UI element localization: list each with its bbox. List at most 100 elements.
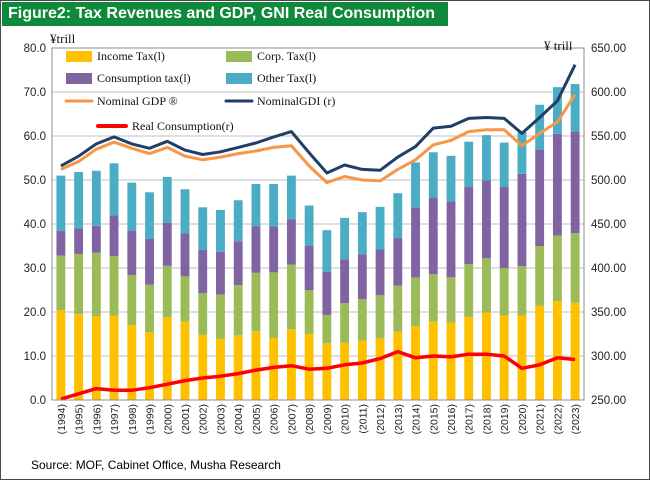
bar-other-tax-l-2008 xyxy=(304,205,314,246)
bar-income-tax-l-2021 xyxy=(535,305,545,400)
x-tick-label: (2004) xyxy=(233,404,245,434)
x-tick-label: (2010) xyxy=(340,404,352,434)
bar-corp-tax-l-2012 xyxy=(375,295,385,339)
bar-other-tax-l-2005 xyxy=(251,183,261,227)
legend-label-income-tax-l: Income Tax(l) xyxy=(97,49,165,63)
bar-other-tax-l-2003 xyxy=(216,209,225,252)
x-tick-label: (2007) xyxy=(286,404,298,434)
x-tick-label: (1996) xyxy=(91,404,103,434)
x-tick-label: (2022) xyxy=(552,404,564,434)
bar-corp-tax-l-2004 xyxy=(233,285,243,336)
bar-consumption-tax-l-2011 xyxy=(357,254,367,300)
bar-other-tax-l-2009 xyxy=(322,230,332,272)
legend-label-nominalgdi-r: NominalGDI (r) xyxy=(257,94,335,108)
y-left-tick-label: 30.0 xyxy=(24,263,46,275)
bar-other-tax-l-2006 xyxy=(269,183,279,227)
x-tick-label: (2011) xyxy=(357,404,369,434)
bar-consumption-tax-l-2013 xyxy=(393,238,403,286)
x-tick-label: (2013) xyxy=(393,404,405,434)
legend-label-nominal-gdp: Nominal GDP ® xyxy=(97,94,178,108)
legend-layer: Income Tax(l) Corp. Tax(l) Consumption tax… xyxy=(64,49,335,133)
line-layer xyxy=(60,64,577,401)
bar-other-tax-l-2011 xyxy=(357,212,367,255)
bar-other-tax-l-2013 xyxy=(393,193,403,239)
x-tick-label: (1999) xyxy=(145,404,157,434)
bar-consumption-tax-l-2017 xyxy=(464,187,474,265)
y-left-tick-label: 50.0 xyxy=(24,175,46,187)
bar-corp-tax-l-2023 xyxy=(570,233,580,303)
x-tick-label: (2000) xyxy=(162,404,174,434)
legend-label-corp-tax-l: Corp. Tax(l) xyxy=(257,49,316,63)
bar-corp-tax-l-2019 xyxy=(499,268,509,316)
bar-income-tax-l-2023 xyxy=(570,302,580,400)
legend-swatch-consumption-tax-l xyxy=(66,73,92,84)
line-nominalgdi-r xyxy=(60,64,577,175)
bar-corp-tax-l-1994 xyxy=(56,255,66,311)
line-nominal-gdp xyxy=(60,93,577,185)
y-right-tick-label: 650.00 xyxy=(591,43,626,55)
bar-corp-tax-l-2015 xyxy=(428,274,438,322)
bar-income-tax-l-2018 xyxy=(482,312,491,400)
bar-income-tax-l-1997 xyxy=(109,315,119,400)
bar-other-tax-l-2012 xyxy=(375,206,385,250)
x-tick-label: (1997) xyxy=(109,404,121,434)
plot-border xyxy=(51,47,585,401)
bar-consumption-tax-l-2018 xyxy=(482,180,491,259)
x-tick-label: (2008) xyxy=(304,404,316,434)
x-tick-label: (2014) xyxy=(411,404,423,434)
bar-corp-tax-l-2016 xyxy=(446,277,456,323)
x-tick-label: (2021) xyxy=(535,404,547,434)
x-tick-label: (2016) xyxy=(446,404,458,434)
bar-consumption-tax-l-1994 xyxy=(56,231,66,256)
bar-corp-tax-l-2011 xyxy=(357,299,367,341)
bar-consumption-tax-l-2006 xyxy=(269,226,279,273)
x-tick-label: (2001) xyxy=(180,404,192,434)
bar-consumption-tax-l-2012 xyxy=(375,249,385,296)
y-left-tick-label: 10.0 xyxy=(24,351,46,363)
bar-other-tax-l-2019 xyxy=(499,142,509,188)
bar-income-tax-l-2005 xyxy=(251,331,261,400)
bar-corp-tax-l-2001 xyxy=(180,276,190,322)
bar-consumption-tax-l-1997 xyxy=(109,215,119,257)
y-right-tick-label: 300.00 xyxy=(591,351,626,363)
bar-income-tax-l-2022 xyxy=(552,301,562,400)
bar-other-tax-l-2017 xyxy=(464,141,474,188)
y-right-tick-label: 400.00 xyxy=(591,263,626,275)
bar-corp-tax-l-1995 xyxy=(74,253,84,315)
bar-income-tax-l-2020 xyxy=(517,315,527,400)
bar-income-tax-l-2004 xyxy=(233,335,243,400)
bar-corp-tax-l-2022 xyxy=(552,235,562,301)
bar-other-tax-l-1999 xyxy=(145,192,154,239)
x-tick-label: (1998) xyxy=(127,404,139,434)
bar-other-tax-l-1997 xyxy=(109,163,119,216)
bar-consumption-tax-l-2008 xyxy=(304,246,314,290)
bar-other-tax-l-1995 xyxy=(74,172,84,229)
bar-corp-tax-l-1996 xyxy=(91,252,101,317)
bar-other-tax-l-2022 xyxy=(552,87,562,134)
x-tick-label: (2002) xyxy=(198,404,210,434)
bar-corp-tax-l-1998 xyxy=(127,275,137,326)
bar-income-tax-l-2009 xyxy=(322,343,332,400)
legend-swatch-other-tax-l xyxy=(226,73,252,84)
y-left-tick-label: 40.0 xyxy=(24,219,46,231)
bar-corp-tax-l-2006 xyxy=(269,272,279,338)
legend-label-real-consumption-r: Real Consumption(r) xyxy=(132,119,234,133)
bar-income-tax-l-1998 xyxy=(127,325,137,400)
bar-consumption-tax-l-1998 xyxy=(127,230,137,276)
bar-income-tax-l-2003 xyxy=(216,338,225,400)
chart-title: Figure2: Tax Revenues and GDP, GNI Real … xyxy=(8,5,436,22)
bar-corp-tax-l-2014 xyxy=(411,277,420,327)
legend-swatch-corp-tax-l xyxy=(226,51,252,62)
source-note: Source: MOF, Cabinet Office, Musha Resea… xyxy=(31,458,281,472)
x-tick-label: (2003) xyxy=(215,404,227,434)
bar-corp-tax-l-2013 xyxy=(393,285,403,332)
bar-corp-tax-l-2018 xyxy=(482,258,491,313)
bar-other-tax-l-2021 xyxy=(535,104,545,150)
y-right-tick-label: 600.00 xyxy=(591,87,626,99)
bar-income-tax-l-1995 xyxy=(74,314,84,400)
bar-income-tax-l-2000 xyxy=(162,317,172,400)
bar-income-tax-l-2011 xyxy=(357,340,367,400)
title-bar: Figure2: Tax Revenues and GDP, GNI Real … xyxy=(2,2,448,26)
bar-other-tax-l-2015 xyxy=(428,152,438,198)
bar-consumption-tax-l-1996 xyxy=(91,225,101,253)
